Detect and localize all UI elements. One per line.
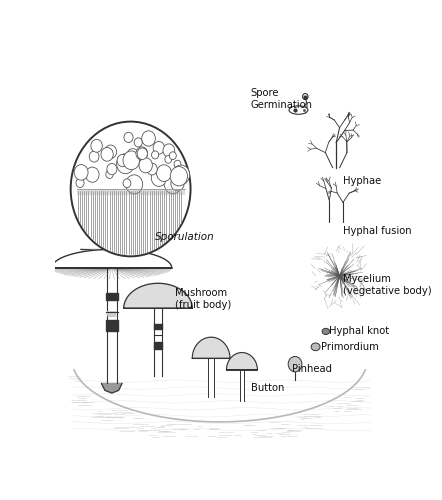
Circle shape (91, 140, 102, 152)
Polygon shape (240, 370, 244, 402)
Ellipse shape (289, 106, 308, 114)
Circle shape (137, 148, 148, 160)
Circle shape (71, 122, 191, 256)
Polygon shape (52, 250, 171, 268)
Text: Pinhead: Pinhead (292, 364, 332, 374)
Circle shape (142, 131, 155, 146)
Text: Hyphal knot: Hyphal knot (329, 326, 389, 336)
Circle shape (74, 164, 88, 180)
Circle shape (123, 151, 140, 170)
Circle shape (101, 148, 113, 161)
Circle shape (156, 165, 171, 182)
Circle shape (170, 166, 187, 186)
Circle shape (123, 179, 131, 188)
Circle shape (107, 164, 117, 174)
Circle shape (288, 356, 302, 372)
Polygon shape (153, 324, 163, 328)
Circle shape (147, 163, 157, 175)
Circle shape (134, 138, 142, 147)
Circle shape (139, 158, 152, 173)
Circle shape (174, 160, 181, 168)
Text: Mycelium
(vegetative body): Mycelium (vegetative body) (343, 274, 432, 296)
Circle shape (126, 175, 143, 194)
Text: Mushroom
(fruit body): Mushroom (fruit body) (175, 288, 232, 310)
Polygon shape (208, 358, 214, 397)
Text: Sporulation: Sporulation (155, 232, 214, 242)
Polygon shape (124, 284, 192, 308)
Circle shape (124, 132, 133, 142)
Circle shape (153, 142, 164, 154)
Circle shape (117, 154, 128, 166)
Text: Hyphal fusion: Hyphal fusion (343, 226, 412, 236)
Ellipse shape (311, 343, 320, 350)
Polygon shape (226, 352, 257, 370)
Circle shape (136, 147, 148, 160)
Circle shape (86, 167, 99, 182)
Circle shape (117, 154, 134, 174)
Circle shape (171, 176, 184, 191)
Polygon shape (153, 342, 163, 349)
Polygon shape (107, 312, 117, 316)
Polygon shape (106, 294, 118, 300)
Circle shape (165, 156, 172, 163)
Ellipse shape (322, 328, 330, 334)
Circle shape (106, 170, 113, 178)
Circle shape (76, 178, 84, 188)
Text: Button: Button (251, 383, 284, 393)
Polygon shape (102, 384, 122, 393)
Circle shape (127, 148, 139, 162)
Text: Hyphae: Hyphae (343, 176, 381, 186)
Circle shape (169, 152, 176, 160)
Polygon shape (154, 308, 162, 376)
Polygon shape (106, 320, 118, 332)
Circle shape (89, 151, 99, 162)
Circle shape (152, 151, 159, 159)
Circle shape (130, 158, 137, 167)
Text: Primordium: Primordium (321, 342, 378, 352)
Polygon shape (81, 250, 145, 251)
Circle shape (105, 145, 117, 158)
Circle shape (163, 144, 175, 157)
Circle shape (172, 165, 190, 184)
Polygon shape (192, 337, 230, 358)
Polygon shape (107, 268, 117, 384)
Circle shape (164, 174, 182, 194)
Bar (76, 189, 185, 194)
Ellipse shape (303, 94, 308, 100)
Circle shape (151, 170, 167, 186)
Text: Spore
Germination: Spore Germination (251, 88, 312, 110)
